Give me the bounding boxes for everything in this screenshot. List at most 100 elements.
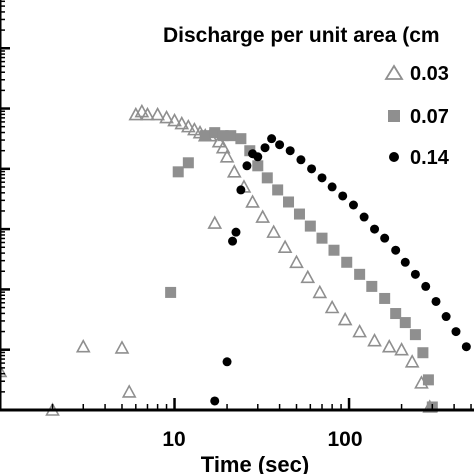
point-0.03-27: [289, 254, 304, 269]
point-0.03-17: [207, 215, 223, 229]
axes: [0, 0, 474, 412]
point-0.03-2: [75, 339, 91, 353]
point-0.07-1: [172, 166, 184, 178]
point-0.14-28: [461, 342, 471, 352]
point-0.07-3: [199, 130, 211, 142]
point-0.07-10: [261, 172, 273, 184]
legend-marker-0.07: [388, 110, 400, 122]
x-tick-label-100: 100: [327, 428, 362, 451]
point-0.03-19: [215, 140, 231, 154]
x-axis-label: Time (sec): [201, 452, 309, 474]
point-0.03-11: [174, 115, 190, 130]
point-0.07-2: [182, 157, 194, 169]
legend-marker-0.14: [389, 152, 399, 162]
legend-marker-0.03: [384, 64, 404, 80]
point-0.03-32: [352, 323, 367, 338]
point-0.03-29: [312, 284, 328, 299]
point-0.03-8: [150, 106, 165, 121]
point-0.07-19: [366, 280, 378, 292]
legend: Discharge per unit area (cm 0.03 0.07 0.…: [163, 24, 450, 169]
point-0.14-13: [307, 164, 317, 174]
point-0.07-25: [422, 374, 434, 386]
point-0.14-27: [451, 327, 461, 337]
point-0.03-25: [266, 224, 282, 238]
point-0.03-36: [404, 354, 420, 368]
point-0.03-18: [211, 134, 227, 148]
point-0.07-4: [209, 127, 221, 139]
point-0.14-9: [267, 134, 277, 144]
point-0.03-30: [324, 299, 340, 314]
point-0.14-26: [441, 312, 451, 322]
point-0.07-16: [328, 244, 340, 256]
point-0.14-21: [391, 245, 401, 255]
point-0.07-0: [165, 286, 177, 298]
point-0.14-0: [210, 396, 220, 406]
point-0.14-15: [327, 182, 337, 192]
point-0.03-28: [300, 269, 316, 284]
point-0.03-9: [159, 109, 174, 124]
point-0.07-15: [316, 232, 328, 244]
point-0.03-0: [0, 363, 8, 378]
legend-title: Discharge per unit area (cm: [163, 24, 440, 47]
point-0.07-14: [304, 220, 316, 232]
point-0.14-18: [359, 212, 369, 222]
point-0.07-18: [354, 268, 366, 280]
point-0.14-23: [410, 269, 420, 279]
point-0.03-20: [219, 149, 235, 163]
point-0.03-24: [255, 209, 271, 223]
point-0.07-13: [293, 208, 305, 220]
point-0.03-5: [128, 106, 144, 121]
point-0.14-8: [260, 143, 270, 153]
point-0.14-24: [421, 281, 431, 291]
x-tick-label-10: 10: [162, 428, 185, 451]
point-0.14-19: [370, 224, 380, 234]
point-0.07-21: [390, 308, 402, 320]
point-0.07-5: [217, 130, 229, 142]
point-0.14-16: [338, 191, 348, 201]
point-0.07-12: [283, 196, 295, 208]
legend-label-0.14: 0.14: [410, 147, 450, 169]
point-0.07-24: [417, 347, 429, 359]
point-0.03-33: [367, 332, 382, 347]
point-0.14-22: [400, 257, 410, 267]
point-0.07-11: [272, 184, 284, 196]
legend-label-0.07: 0.07: [410, 106, 449, 128]
point-0.14-2: [228, 236, 238, 246]
point-0.07-17: [341, 256, 353, 268]
point-0.14-17: [348, 200, 358, 210]
point-0.14-1: [222, 357, 232, 367]
point-0.14-11: [285, 146, 295, 156]
point-0.03-3: [114, 340, 130, 354]
point-0.07-9: [252, 160, 264, 172]
point-0.14-3: [231, 227, 241, 237]
point-0.03-7: [140, 106, 155, 121]
point-0.14-10: [275, 140, 285, 150]
point-0.07-6: [225, 130, 237, 142]
point-0.03-23: [245, 194, 260, 208]
point-0.07-23: [409, 329, 421, 341]
point-0.07-22: [399, 317, 411, 329]
point-0.07-20: [379, 292, 391, 304]
point-0.03-34: [381, 339, 397, 353]
point-0.03-31: [337, 311, 353, 326]
point-0.07-7: [235, 133, 247, 145]
point-0.14-4: [236, 185, 246, 195]
point-0.03-10: [167, 112, 182, 127]
point-0.03-4: [121, 384, 137, 398]
point-0.14-14: [317, 173, 327, 183]
tick-marks: [0, 0, 472, 412]
point-0.14-7: [253, 152, 263, 162]
point-0.03-35: [394, 342, 409, 356]
point-0.03-26: [277, 239, 293, 254]
point-0.03-13: [187, 121, 202, 136]
point-0.14-12: [296, 155, 306, 165]
point-0.14-25: [431, 296, 441, 306]
point-0.03-12: [180, 118, 196, 133]
legend-label-0.03: 0.03: [410, 63, 449, 85]
point-0.14-20: [380, 233, 390, 243]
point-0.14-5: [242, 161, 252, 171]
data-marks: [0, 103, 471, 416]
point-0.03-21: [226, 164, 242, 178]
point-0.03-6: [134, 103, 150, 118]
